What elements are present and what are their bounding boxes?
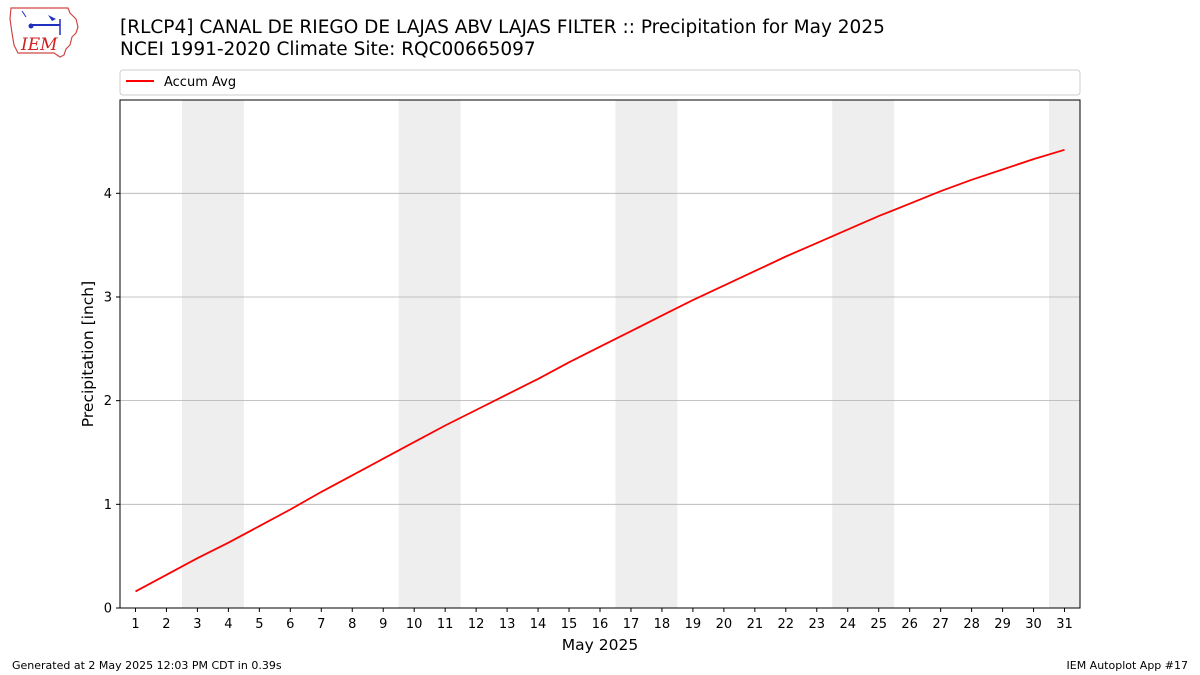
xtick-label-25: 25 (870, 617, 887, 632)
chart-subtitle: NCEI 1991-2020 Climate Site: RQC00665097 (120, 39, 536, 60)
weekend-band-1 (398, 100, 461, 608)
y-axis-label: Precipitation [inch] (79, 281, 97, 427)
xtick-label-15: 15 (561, 617, 578, 632)
xtick-label-11: 11 (437, 617, 454, 632)
app-credit: IEM Autoplot App #17 (1066, 659, 1189, 672)
xtick-label-22: 22 (778, 617, 795, 632)
xtick-label-13: 13 (499, 617, 516, 632)
legend-entry-accum-avg: Accum Avg (164, 75, 236, 90)
xtick-label-31: 31 (1056, 617, 1073, 632)
xtick-label-14: 14 (530, 617, 547, 632)
xtick-label-27: 27 (932, 617, 949, 632)
xtick-label-16: 16 (592, 617, 609, 632)
xtick-label-18: 18 (654, 617, 671, 632)
xtick-label-2: 2 (162, 617, 170, 632)
x-axis-label: May 2025 (562, 636, 638, 654)
y-axis-ticks: 0 1 2 3 4 (104, 187, 120, 617)
xtick-label-29: 29 (994, 617, 1011, 632)
chart-title: [RLCP4] CANAL DE RIEGO DE LAJAS ABV LAJA… (120, 17, 885, 38)
legend-box (119, 69, 1081, 96)
iem-logo: IEM (9, 7, 79, 58)
y-gridlines (120, 192, 1080, 505)
x-axis-ticks: 1 2 3 4 5 6 7 8 9 10 11 12 13 14 15 16 17 18 19 20 21 22 23 24 2… (131, 608, 1073, 632)
xtick-label-10: 10 (406, 617, 423, 632)
xtick-label-26: 26 (901, 617, 918, 632)
ytick-label-4: 4 (104, 187, 112, 202)
weekend-band-2 (615, 100, 678, 608)
xtick-label-28: 28 (963, 617, 980, 632)
weekend-band-4 (1049, 100, 1080, 608)
legend: Accum Avg (119, 69, 1081, 96)
ytick-label-0: 0 (104, 602, 112, 617)
xtick-label-17: 17 (623, 617, 640, 632)
logo-text: IEM (20, 35, 58, 55)
xtick-label-4: 4 (224, 617, 232, 632)
xtick-label-19: 19 (685, 617, 702, 632)
xtick-label-7: 7 (317, 617, 325, 632)
xtick-label-8: 8 (348, 617, 356, 632)
ytick-label-3: 3 (104, 290, 112, 305)
xtick-label-21: 21 (747, 617, 764, 632)
xtick-label-1: 1 (131, 617, 139, 632)
weekend-band-0 (181, 100, 244, 608)
ytick-label-1: 1 (104, 498, 112, 513)
xtick-label-20: 20 (716, 617, 733, 632)
xtick-label-24: 24 (839, 617, 856, 632)
xtick-label-23: 23 (809, 617, 826, 632)
generated-timestamp: Generated at 2 May 2025 12:03 PM CDT in … (12, 659, 282, 672)
xtick-label-9: 9 (379, 617, 387, 632)
series-layer (135, 148, 1065, 593)
xtick-label-30: 30 (1025, 617, 1042, 632)
ytick-label-2: 2 (104, 394, 112, 409)
xtick-label-12: 12 (468, 617, 485, 632)
weekend-bands (181, 100, 1080, 608)
series-line-accum-avg (135, 148, 1065, 593)
xtick-label-3: 3 (193, 617, 201, 632)
weekend-band-3 (832, 100, 895, 608)
plot-frame (119, 99, 1081, 609)
xtick-label-5: 5 (255, 617, 263, 632)
xtick-label-6: 6 (286, 617, 294, 632)
